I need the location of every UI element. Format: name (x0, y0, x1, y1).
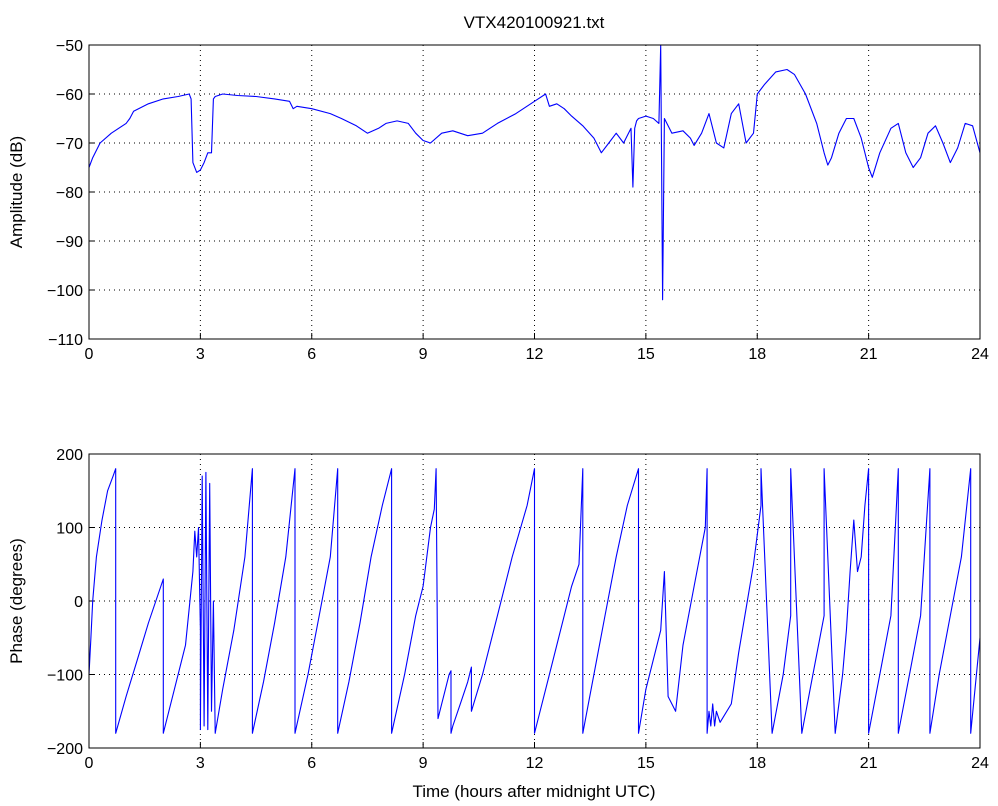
phase-x-tick-label: 9 (419, 755, 428, 772)
amplitude-x-tick-label: 6 (307, 346, 316, 363)
phase-y-tick-label: −100 (47, 668, 83, 685)
amplitude-tick-labels: 0 3 6 9 12 15 18 21 24 −110 −100 −90 −80 −70 −60 −50 (47, 38, 989, 363)
amplitude-x-tick-label: 9 (419, 346, 428, 363)
phase-x-tick-label: 6 (307, 755, 316, 772)
amplitude-chart-title: VTX420100921.txt (464, 13, 605, 32)
phase-y-tick-label: 100 (56, 521, 83, 538)
amplitude-y-tick-label: −80 (56, 185, 83, 202)
phase-x-tick-label: 0 (85, 755, 94, 772)
amplitude-x-tick-label: 24 (971, 346, 989, 363)
amplitude-y-axis-label: Amplitude (dB) (7, 136, 26, 248)
phase-axes-box (88, 453, 981, 749)
amplitude-y-tick-label: −110 (48, 332, 83, 349)
amplitude-panel: VTX420100921.txt 0 3 6 9 12 15 18 21 24 −110 −100 −… (7, 13, 989, 363)
amplitude-y-tick-label: −60 (56, 87, 83, 104)
amplitude-y-tick-label: −100 (47, 283, 83, 300)
phase-y-tick-label: 200 (56, 447, 83, 464)
amplitude-axes-box (88, 44, 981, 340)
phase-y-tick-label: 0 (74, 594, 83, 611)
amplitude-gridlines (88, 44, 981, 340)
phase-x-tick-label: 15 (637, 755, 655, 772)
phase-x-axis-label: Time (hours after midnight UTC) (412, 782, 655, 801)
amplitude-x-tick-label: 21 (860, 346, 878, 363)
phase-y-tick-label: −200 (47, 741, 83, 758)
phase-x-tick-label: 18 (748, 755, 766, 772)
phase-x-tick-label: 12 (526, 755, 544, 772)
phase-panel: 0 3 6 9 12 15 18 21 24 −200 −100 0 100 200 Phase (deg… (7, 447, 989, 801)
amplitude-x-tick-label: 15 (637, 346, 655, 363)
amplitude-series-line (88, 44, 981, 301)
phase-x-tick-label: 21 (860, 755, 878, 772)
phase-y-axis-label: Phase (degrees) (7, 538, 26, 664)
phase-tick-labels: 0 3 6 9 12 15 18 21 24 −200 −100 0 100 200 (47, 447, 989, 772)
amplitude-x-tick-label: 18 (748, 346, 766, 363)
amplitude-y-tick-label: −90 (56, 234, 83, 251)
phase-x-tick-label: 24 (971, 755, 989, 772)
amplitude-x-tick-label: 0 (85, 346, 94, 363)
amplitude-x-tick-label: 12 (526, 346, 544, 363)
phase-series-line (88, 468, 981, 734)
phase-x-tick-label: 3 (196, 755, 205, 772)
amplitude-y-tick-label: −70 (56, 136, 83, 153)
amplitude-x-tick-label: 3 (196, 346, 205, 363)
amplitude-y-tick-label: −50 (56, 38, 83, 55)
